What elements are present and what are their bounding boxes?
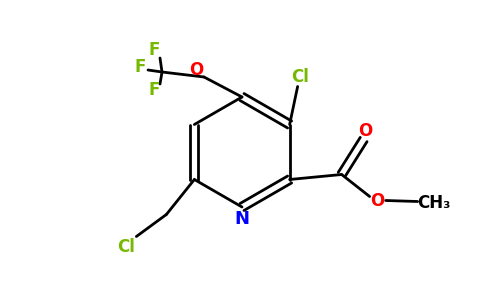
Text: CH₃: CH₃	[417, 194, 450, 211]
Text: Cl: Cl	[291, 68, 309, 85]
Text: O: O	[189, 61, 203, 79]
Text: N: N	[235, 210, 249, 228]
Text: O: O	[359, 122, 373, 140]
Text: F: F	[135, 58, 146, 76]
Text: F: F	[148, 41, 160, 59]
Text: Cl: Cl	[118, 238, 136, 256]
Text: O: O	[371, 191, 385, 209]
Text: F: F	[148, 81, 160, 99]
